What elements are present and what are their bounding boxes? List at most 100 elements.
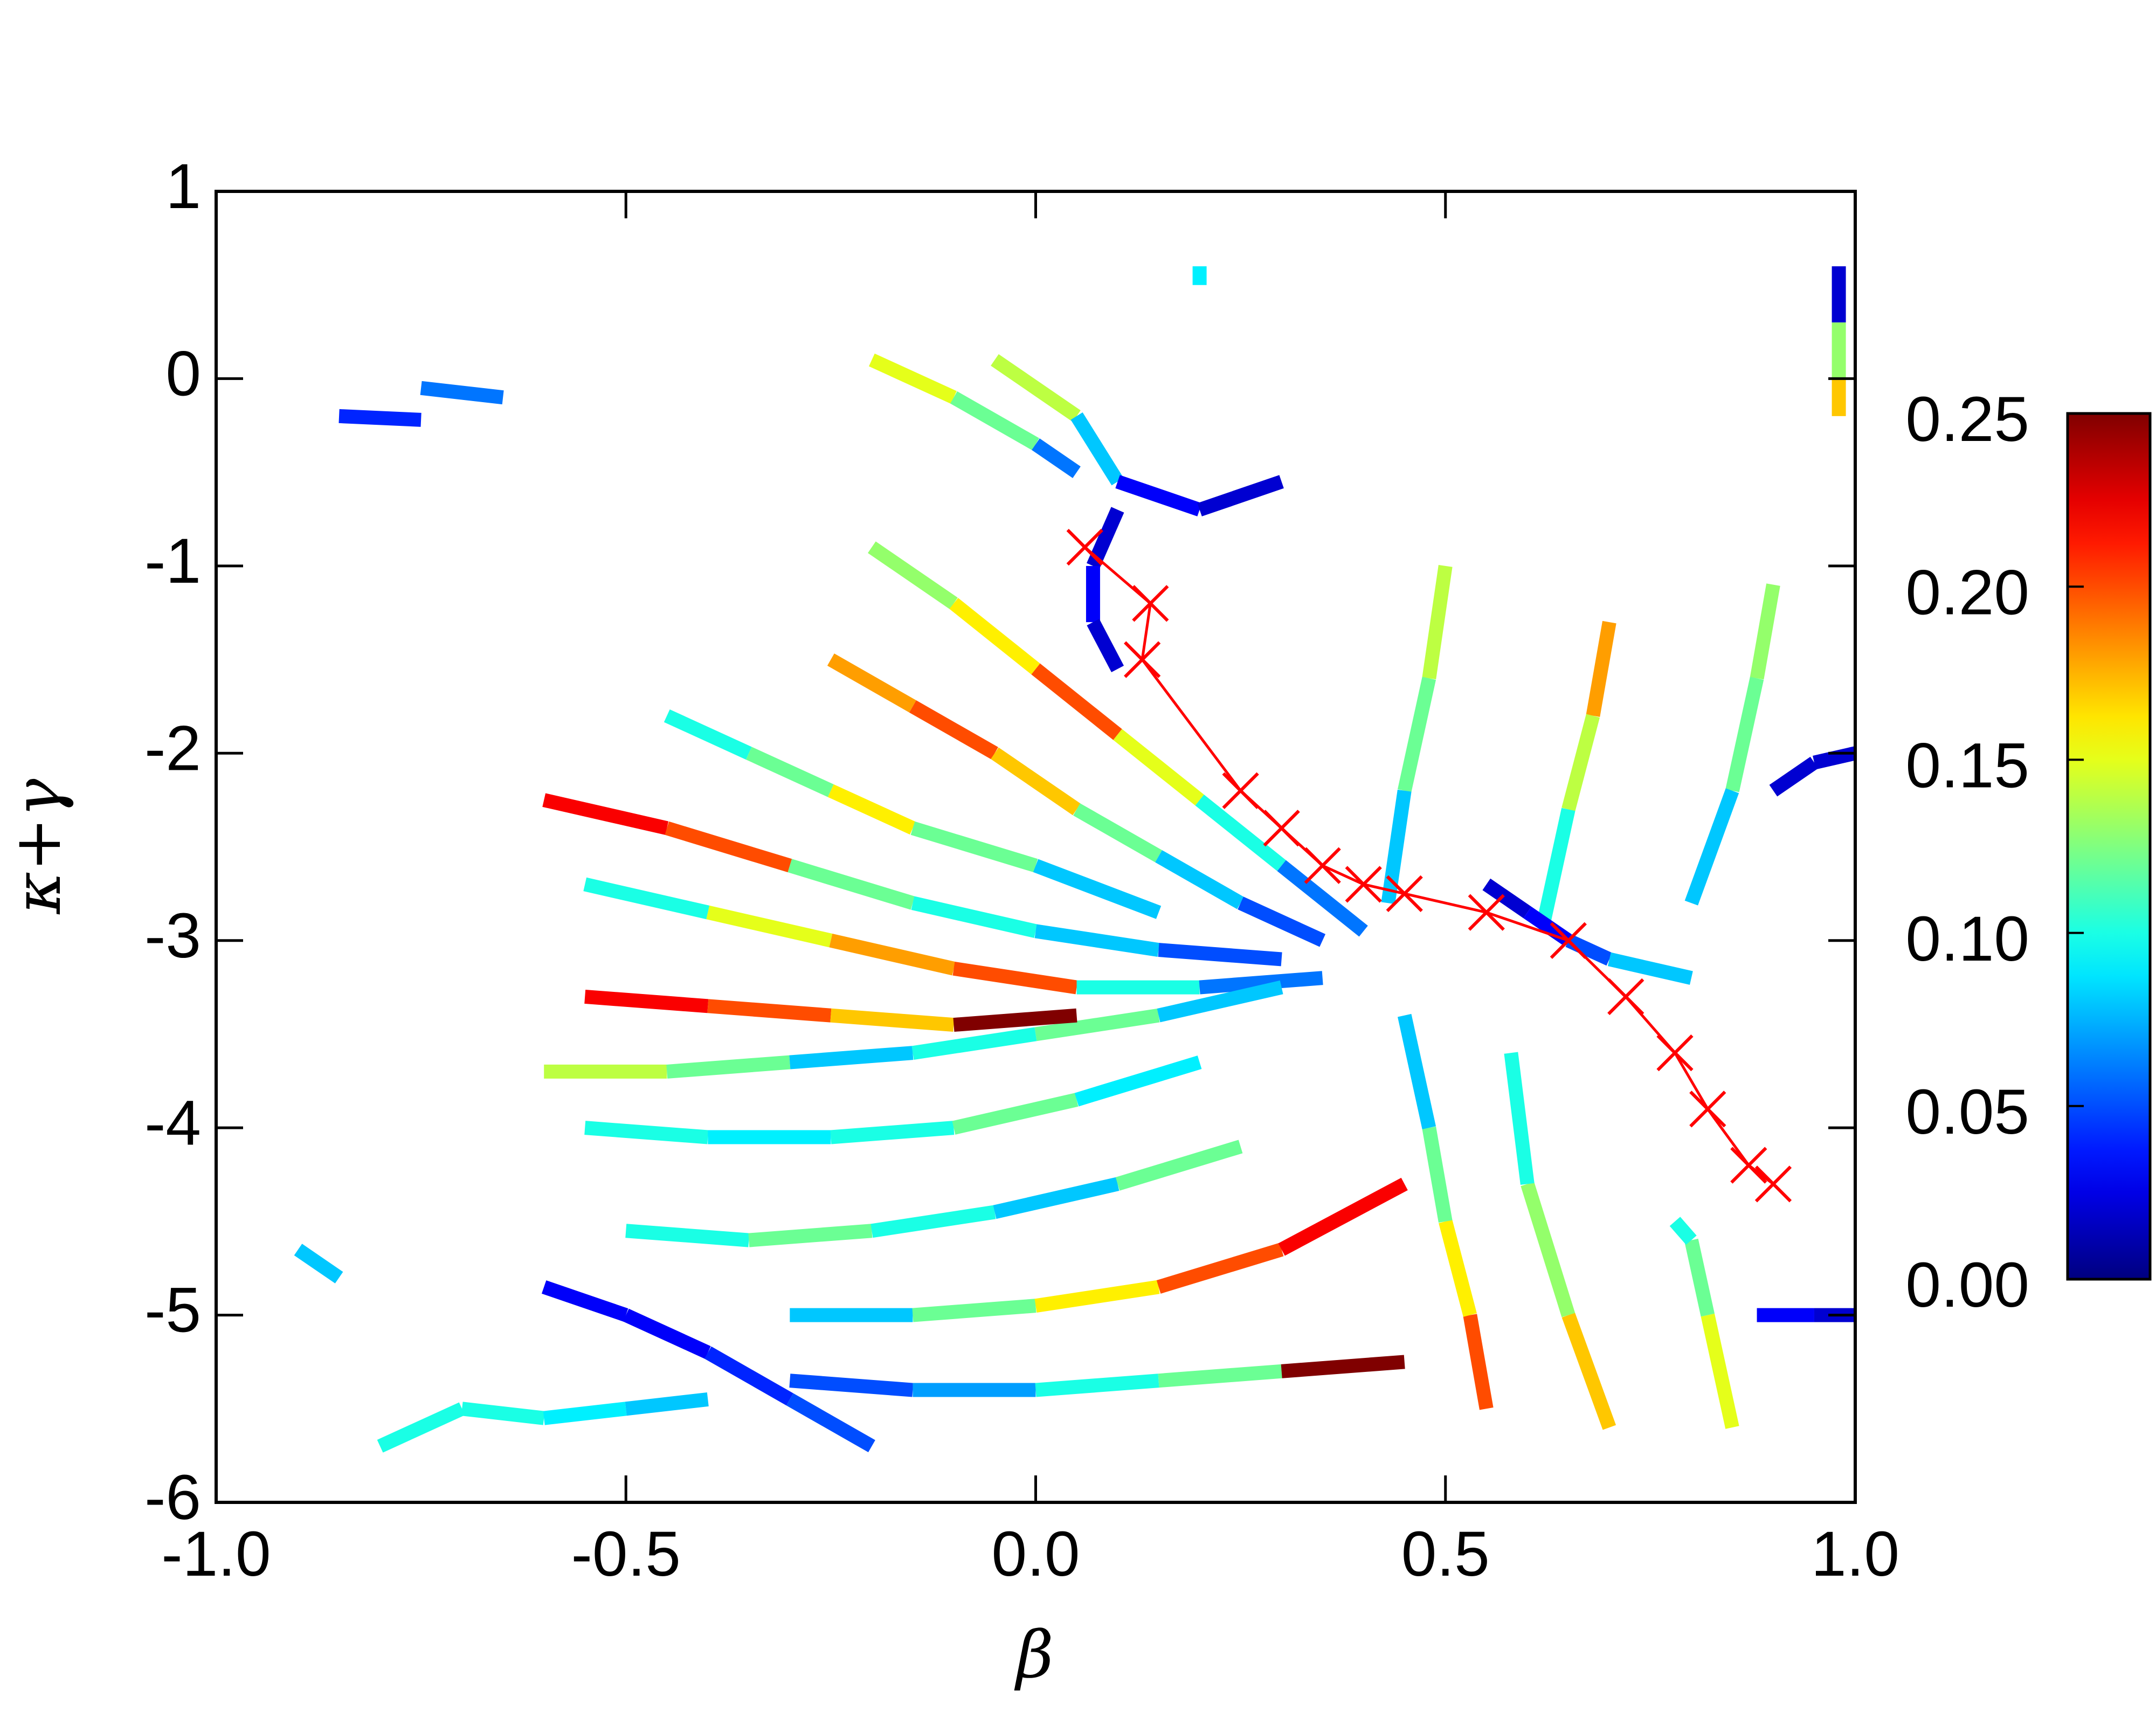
trajectory-segment xyxy=(993,1177,1120,1219)
trajectory-segment xyxy=(1074,1055,1202,1107)
y-tick-label: 0 xyxy=(165,339,201,410)
trajectory-segment xyxy=(1521,1182,1575,1317)
trajectory-segment xyxy=(1155,850,1245,909)
trajectory-segment xyxy=(1684,788,1739,906)
trajectory-segment xyxy=(1073,803,1163,862)
y-tick-label: -5 xyxy=(144,1275,201,1346)
trajectory-segment xyxy=(1769,756,1819,797)
trajectory-segment xyxy=(625,1224,750,1247)
trajectory-segment xyxy=(1158,1364,1282,1388)
cross-marker xyxy=(1689,1091,1726,1128)
trajectory-segment xyxy=(706,905,833,948)
x-tick-label: -0.5 xyxy=(571,1519,681,1590)
trajectory-segment xyxy=(623,1308,711,1359)
trajectory-segment xyxy=(704,1346,793,1406)
cross-marker xyxy=(1066,528,1103,566)
trajectory-segment xyxy=(870,1205,996,1238)
trajectory-segment xyxy=(1277,860,1368,937)
trajectory-segment xyxy=(909,700,998,760)
x-tick-label: -1.0 xyxy=(161,1519,271,1590)
colorbar xyxy=(2066,412,2152,1281)
trajectory-segment xyxy=(745,747,834,797)
trajectory-segment xyxy=(1115,1140,1243,1191)
cross-marker xyxy=(1263,810,1300,847)
trajectory-segment xyxy=(1381,789,1412,905)
colorbar-tick-label: 0.10 xyxy=(1905,903,2029,975)
cross-marker xyxy=(1754,1165,1792,1203)
trajectory-segment xyxy=(1561,714,1600,811)
cross-marker xyxy=(1656,1034,1694,1072)
trajectory-segment xyxy=(542,793,669,835)
trajectory-segment xyxy=(1199,971,1323,995)
colorbar-tick-label: 0.15 xyxy=(1905,730,2029,802)
trajectory-segment xyxy=(911,896,1038,939)
trajectory-segment xyxy=(1278,1177,1408,1256)
trajectory-segment xyxy=(665,821,792,873)
cross-marker xyxy=(1345,866,1382,903)
y-tick-label: -3 xyxy=(144,900,201,971)
trajectory-segment xyxy=(1669,1217,1697,1245)
trajectory-segment xyxy=(910,821,1038,873)
trajectory-segment xyxy=(1439,1219,1477,1317)
cross-marker xyxy=(1304,847,1341,884)
trajectory-segment xyxy=(950,391,1039,451)
cross-marker xyxy=(1132,585,1169,622)
trajectory-segment xyxy=(1701,1313,1739,1429)
trajectory-segment xyxy=(949,598,1040,675)
x-tick-label: 1.0 xyxy=(1811,1519,1899,1590)
plot-area xyxy=(294,266,1857,1453)
trajectory-segment xyxy=(1422,1126,1453,1223)
trajectory-segment xyxy=(1281,1355,1405,1378)
x-axis-label: β xyxy=(1014,1618,1053,1693)
trajectory-segment xyxy=(1156,1243,1284,1294)
trajectory-segment xyxy=(1482,878,1532,919)
trajectory-segment xyxy=(664,709,752,760)
trajectory-segment xyxy=(748,1224,873,1247)
trajectory-segment xyxy=(294,1244,343,1284)
y-axis-label: κ+γ xyxy=(1,778,75,915)
cross-marker xyxy=(1222,772,1259,809)
colorbar-tick-label: 0.05 xyxy=(1905,1077,2029,1148)
x-tick-label: 0.0 xyxy=(991,1519,1080,1590)
trajectory-segment xyxy=(1195,794,1286,871)
trajectory-segment xyxy=(1033,859,1162,919)
trajectory-segment xyxy=(1070,412,1124,486)
trajectory-segment xyxy=(1607,952,1693,985)
trajectory-segment xyxy=(991,354,1081,422)
trajectory-segment xyxy=(1034,1008,1160,1041)
trajectory-segment xyxy=(583,877,710,920)
trajectory-segment xyxy=(1238,896,1326,947)
trajectory-segment xyxy=(911,1027,1037,1060)
trajectory-segment xyxy=(541,1280,628,1322)
cross-marker xyxy=(1730,1147,1767,1184)
trajectory-segment xyxy=(1034,1280,1160,1313)
trajectory-segment xyxy=(1031,663,1122,740)
colorbar-tick-label: 0.20 xyxy=(1905,557,2029,628)
trajectory-segment xyxy=(789,1374,914,1397)
trajectory-segment xyxy=(952,961,1078,995)
x-tick-label: 0.5 xyxy=(1401,1519,1490,1590)
trajectory-segment xyxy=(1684,1238,1715,1317)
trajectory-segment xyxy=(1463,1314,1494,1410)
trajectory-segment xyxy=(1750,583,1780,680)
trajectory-segment xyxy=(1422,564,1453,680)
trajectory-segment xyxy=(830,1121,955,1144)
trajectory-segment xyxy=(338,409,421,427)
trajectory-segment xyxy=(707,999,832,1023)
cross-marker xyxy=(1386,875,1423,912)
trajectory-segment xyxy=(991,747,1081,816)
trajectory-segment xyxy=(830,1008,955,1032)
colorbar-tick-label: 0.00 xyxy=(1905,1250,2029,1321)
cross-marker xyxy=(1550,922,1587,959)
trajectory-segment xyxy=(543,1402,627,1425)
y-tick-label: 1 xyxy=(165,151,201,222)
trajectory-segment xyxy=(1087,619,1124,672)
trajectory-segment xyxy=(1725,677,1764,792)
trajectory-segment xyxy=(827,784,916,835)
trajectory-segment xyxy=(1398,1013,1436,1129)
trajectory-segment xyxy=(868,353,957,404)
trajectory-segment xyxy=(1034,924,1160,957)
trajectory-segment xyxy=(787,859,915,910)
